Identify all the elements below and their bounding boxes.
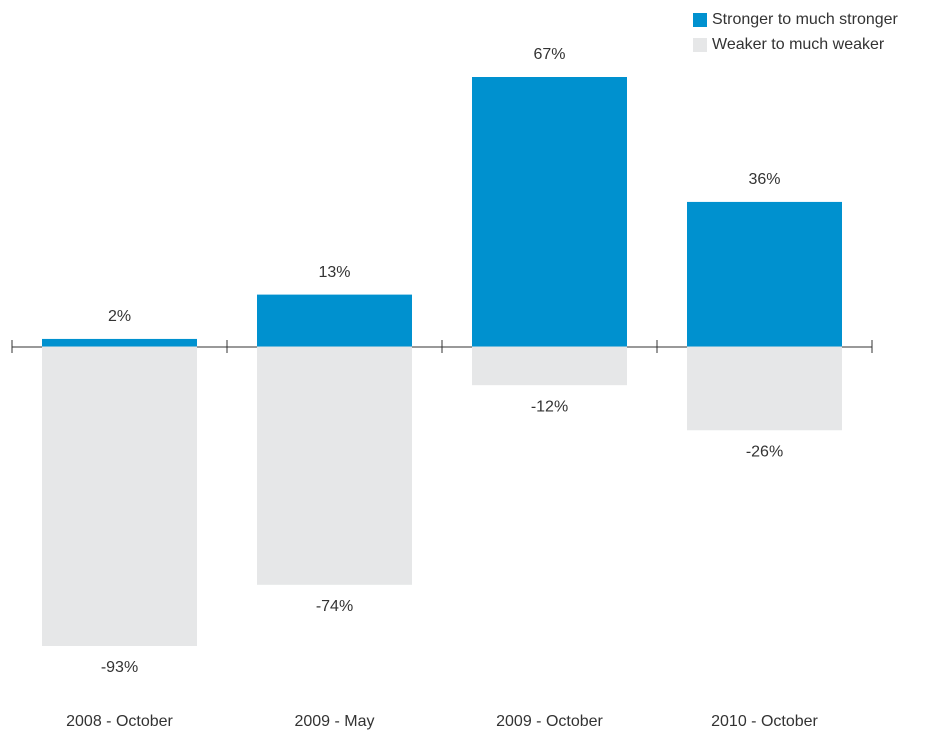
bar — [257, 294, 412, 347]
value-label: -26% — [746, 443, 783, 460]
bar — [257, 346, 412, 585]
bar — [687, 201, 842, 347]
legend-swatch — [693, 38, 707, 52]
x-tick-label: 2009 - October — [496, 713, 603, 730]
x-tick-label: 2010 - October — [711, 713, 818, 730]
value-label: -12% — [531, 398, 568, 415]
bar — [472, 77, 627, 347]
x-tick-label: 2008 - October — [66, 713, 173, 730]
value-label: -93% — [101, 659, 138, 676]
value-label: 67% — [533, 46, 565, 63]
x-tick-label: 2009 - May — [294, 713, 374, 730]
value-label: 2% — [108, 308, 131, 325]
bar — [472, 346, 627, 386]
legend-swatch — [693, 13, 707, 27]
bar — [42, 338, 197, 347]
bar — [42, 346, 197, 646]
value-label: 13% — [318, 264, 350, 281]
legend-label: Stronger to much stronger — [712, 11, 899, 28]
bar — [687, 346, 842, 431]
value-label: -74% — [316, 598, 353, 615]
legend-label: Weaker to much weaker — [712, 36, 885, 53]
value-label: 36% — [748, 171, 780, 188]
